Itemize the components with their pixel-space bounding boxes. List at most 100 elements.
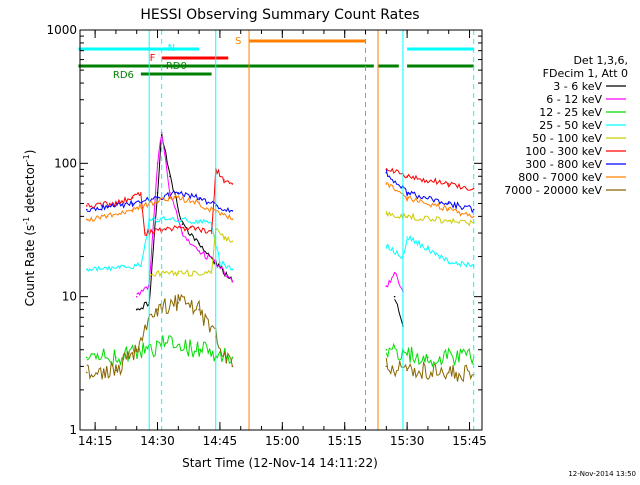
series-point [447,371,450,374]
legend-header-line: Det 1,3,6, [573,54,628,67]
series-point [189,226,192,229]
series-point [447,202,450,205]
series-point [173,196,175,198]
series-point [144,325,146,328]
series-point [85,371,88,374]
series-point [447,208,450,211]
legend-entry-label: 300 - 800 keV [525,158,602,171]
series-point [106,215,109,218]
x-tick-label: 15:45 [452,434,487,448]
series-point [447,261,450,264]
series-point [393,295,396,298]
legend-entry-label: 50 - 100 keV [532,132,602,145]
series-point [198,308,200,311]
series-point [406,215,408,218]
series-line [385,210,474,227]
x-tick-label: 14:30 [140,434,175,448]
y-axis-label-mid: detector [23,162,37,217]
series-point [223,236,225,238]
axes-layer: 14:15 14:30 14:45 15:00 15:15 15:30 15:45 1 10 10… [46,23,486,448]
series-point [156,308,159,311]
series-point [210,272,213,274]
legend-entry-label: 800 - 7000 keV [518,171,602,184]
series-point [198,202,200,205]
y-axis-label-sup2: -1 [22,154,31,162]
series-line [86,190,233,214]
series-point [231,268,234,271]
series-point [385,183,388,185]
series-point [181,223,184,225]
series-point [231,218,234,221]
legend-entry-label: 25 - 50 keV [539,119,602,132]
series-point [169,218,171,221]
series-point [177,301,180,304]
y-tick-label: 1 [69,423,77,437]
series-point [85,218,88,221]
state-bar-label-rd0: RD0 [166,61,187,72]
series-point [177,192,180,194]
series-line [385,167,474,191]
series-point [198,250,200,252]
series-point [85,205,88,207]
x-tick-label: 14:45 [203,434,238,448]
series-point [115,356,117,359]
series-point [198,197,200,199]
series-point [181,232,184,234]
series-line [148,227,233,278]
series-point [231,280,234,283]
series-point [406,236,408,238]
series-line [136,133,233,311]
series-point [123,265,126,267]
series-point [169,175,171,178]
series-point [140,265,142,267]
series-point [144,232,146,234]
series-point [447,183,450,185]
series-point [198,348,200,351]
series-point [131,197,134,199]
series-point [385,171,388,174]
series-point [231,356,234,359]
series-point [385,245,388,247]
y-axis-label: Count Rate (s-1 detector-1) [22,150,37,307]
series-point [140,192,142,194]
plot-frame [79,29,483,431]
series-point [156,197,159,199]
series-line [86,215,233,273]
series-point [210,232,213,234]
legend-entry-label: 12 - 25 keV [539,106,602,119]
series-line [385,342,475,368]
series-line [385,358,474,383]
series-point [393,272,396,274]
series-point [177,272,180,274]
series-point [219,261,221,264]
series-point [165,228,167,231]
series-layer [85,131,475,383]
series-point [472,208,475,211]
series-point [231,183,234,185]
series-point [169,192,171,194]
y-tick-label: 1000 [46,23,77,37]
series-point [156,218,159,221]
series-line [86,167,233,237]
series-point [385,365,388,368]
series-line [394,298,404,327]
series-point [385,285,388,287]
legend-entry-label: 6 - 12 keV [546,93,602,106]
series-point [115,369,117,372]
state-bars-layer: N F S RD0 RD6 [78,36,474,81]
series-line [86,293,233,380]
series-point [427,247,429,250]
x-tick-label: 14:15 [78,434,113,448]
y-axis-label-end: ) [23,150,37,155]
series-line [386,181,475,219]
series-point [447,220,450,222]
series-point [198,220,200,222]
series-point [85,268,88,271]
series-point [156,200,159,202]
series-line [136,135,233,296]
vertical-markers-layer [148,30,475,430]
series-point [156,162,159,165]
chart-title: HESSI Observing Summary Count Rates [140,7,419,23]
